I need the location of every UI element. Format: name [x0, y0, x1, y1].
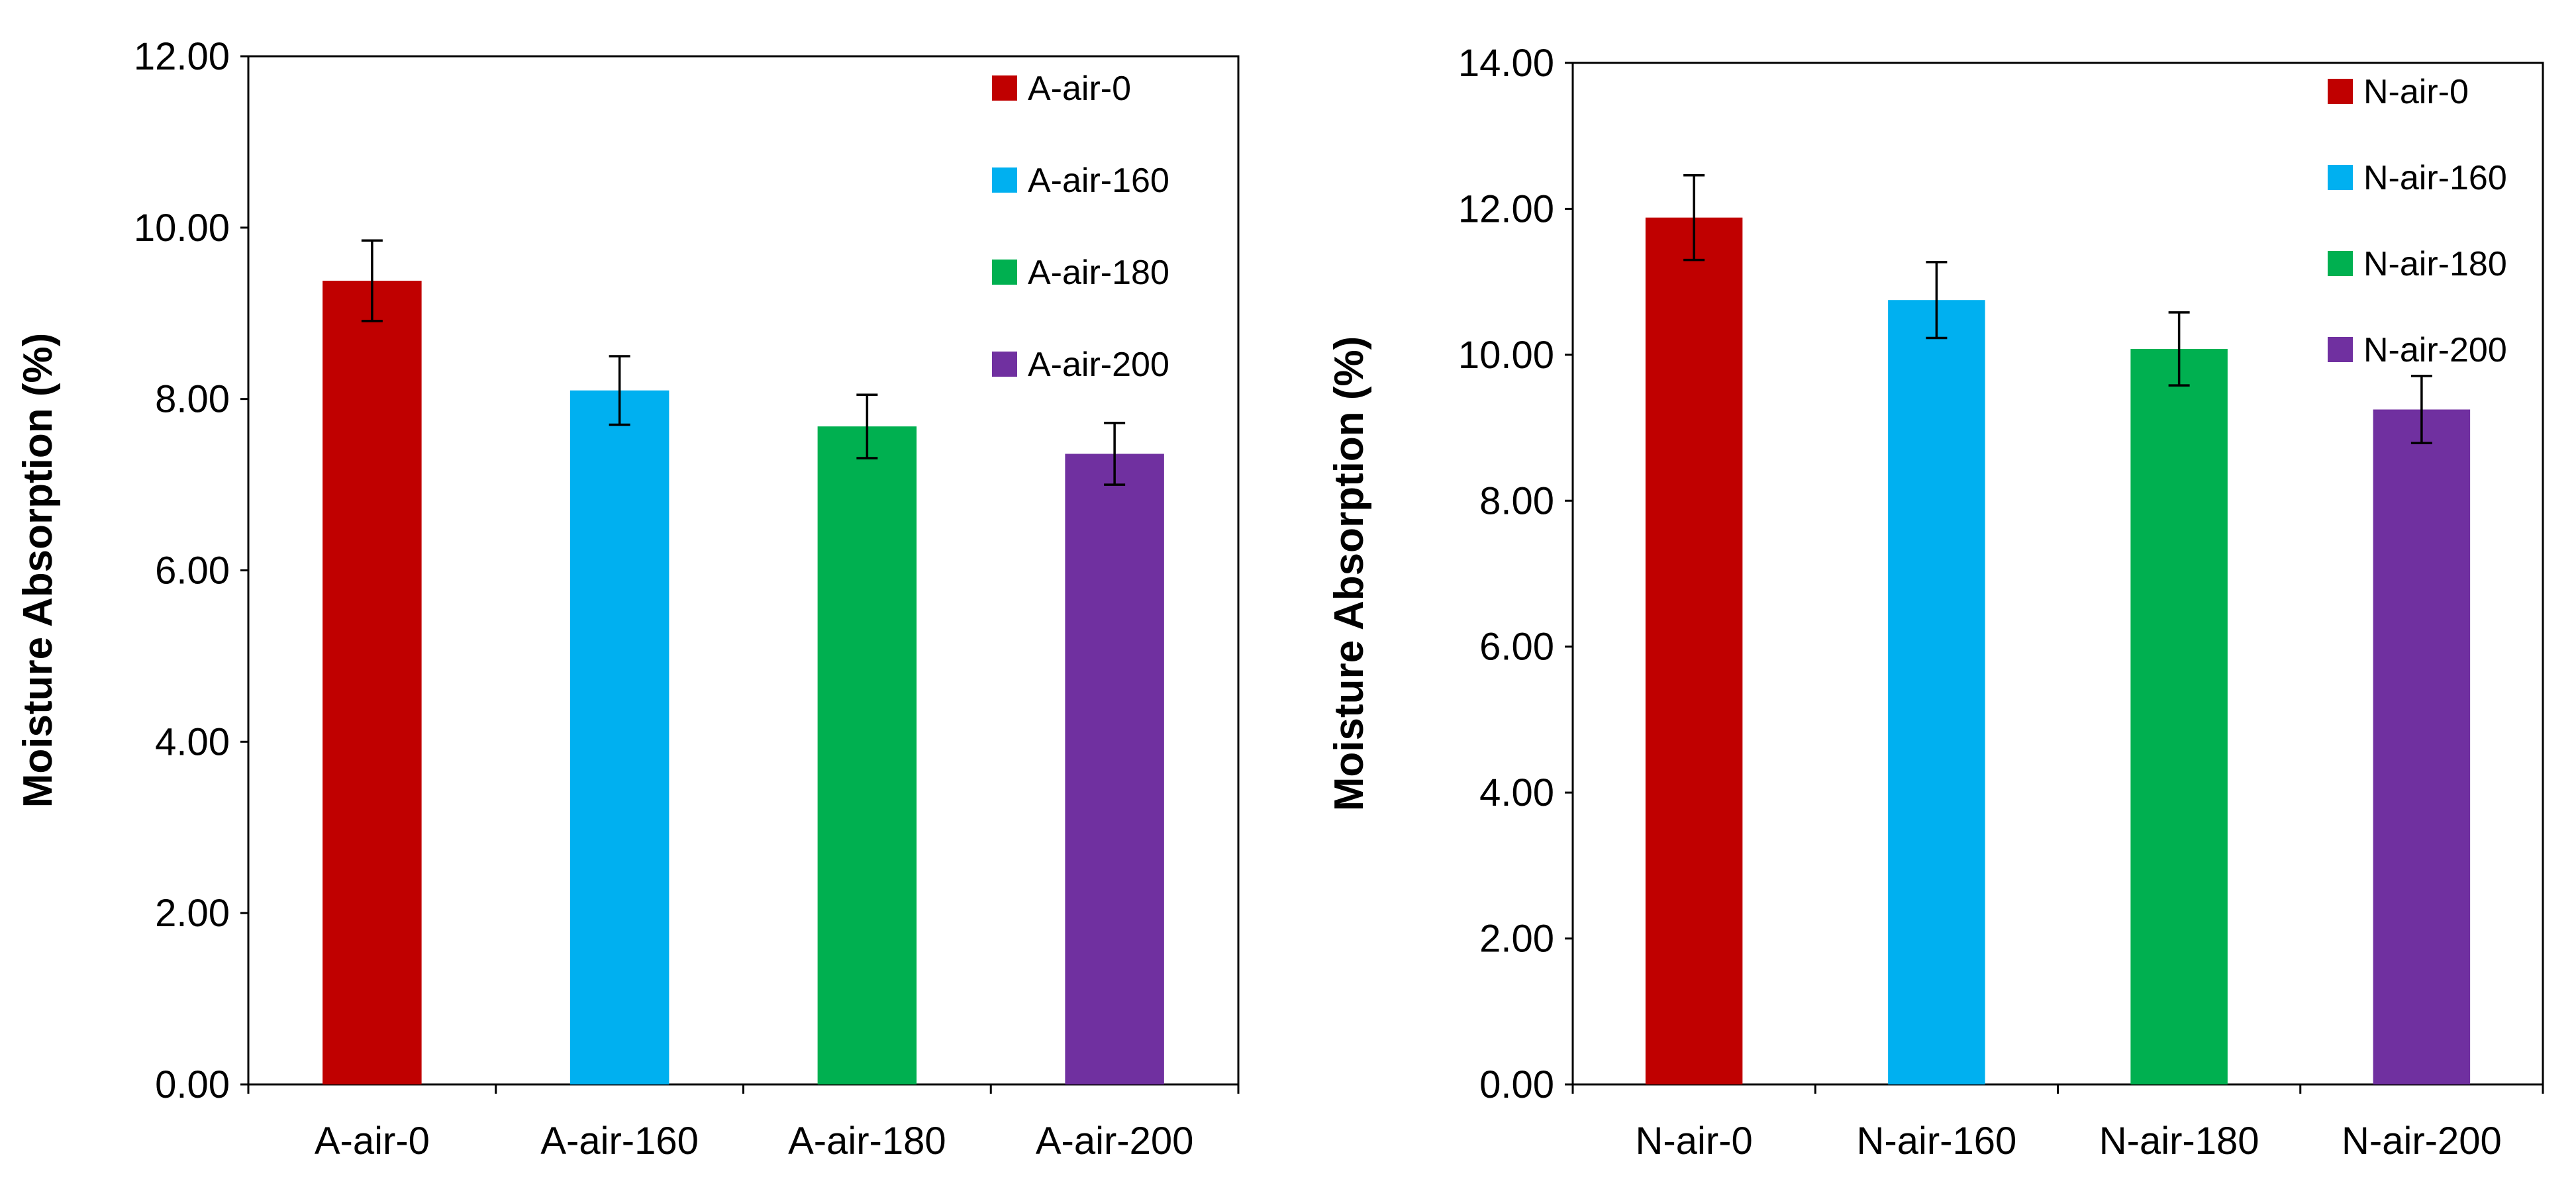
- bar-N-air-180: [2130, 349, 2228, 1084]
- x-tick-label: A-air-0: [315, 1120, 430, 1163]
- bar-A-air-160: [570, 390, 669, 1084]
- x-tick-label: A-air-200: [1036, 1120, 1194, 1163]
- bar-A-air-0: [322, 281, 422, 1084]
- y-tick-label: 6.00: [1479, 626, 1554, 669]
- x-tick-label: N-air-0: [1636, 1120, 1753, 1163]
- bar-N-air-0: [1645, 217, 1743, 1084]
- bar-A-air-200: [1065, 454, 1164, 1084]
- chart-left: 0.00 2.00 4.00 6.00 8.00 10.00 12.00 A-air-0 A-a…: [15, 35, 1240, 1163]
- legend-label: A-air-200: [1028, 346, 1169, 384]
- y-tick-label: 8.00: [1479, 479, 1554, 522]
- legend-label: A-air-160: [1028, 162, 1169, 200]
- legend-swatch: [2328, 337, 2353, 362]
- legend-swatch: [992, 167, 1017, 193]
- y-tick-label: 2.00: [155, 892, 230, 935]
- x-tick-label: A-air-180: [788, 1120, 946, 1163]
- legend-label: N-air-180: [2363, 245, 2507, 283]
- y-axis-title: Moisture Absorption (%): [1326, 336, 1372, 812]
- legend-swatch: [992, 260, 1017, 285]
- legend-label: N-air-200: [2363, 331, 2507, 369]
- y-tick-label: 10.00: [134, 207, 230, 250]
- y-tick-label: 0.00: [1479, 1063, 1554, 1106]
- y-tick-label: 6.00: [155, 550, 230, 593]
- bar-N-air-200: [2373, 409, 2471, 1084]
- y-tick-label: 2.00: [1479, 918, 1554, 961]
- y-tick-label: 4.00: [1479, 771, 1554, 814]
- y-tick-label: 4.00: [155, 720, 230, 763]
- legend-label: N-air-160: [2363, 159, 2507, 197]
- x-tick-label: N-air-160: [1857, 1120, 2017, 1163]
- x-tick-label: N-air-180: [2099, 1120, 2259, 1163]
- y-tick-label: 12.00: [134, 35, 230, 78]
- legend-swatch: [2328, 79, 2353, 104]
- legend-label: A-air-0: [1028, 70, 1131, 108]
- y-tick-label: 12.00: [1458, 187, 1554, 230]
- x-tick-label: A-air-160: [540, 1120, 699, 1163]
- legend-label: N-air-0: [2363, 73, 2469, 111]
- y-tick-label: 0.00: [155, 1063, 230, 1106]
- bar-N-air-160: [1888, 300, 1985, 1085]
- chart-right: 0.00 2.00 4.00 6.00 8.00 10.00 12.00 14.00 N-air…: [1326, 42, 2544, 1163]
- legend-swatch: [992, 75, 1017, 101]
- legend-label: A-air-180: [1028, 254, 1169, 292]
- legend-swatch: [2328, 251, 2353, 276]
- legend-swatch: [2328, 165, 2353, 190]
- y-tick-label: 8.00: [155, 378, 230, 421]
- y-axis-title: Moisture Absorption (%): [15, 333, 61, 808]
- y-tick-label: 10.00: [1458, 334, 1554, 377]
- legend-swatch: [992, 352, 1017, 377]
- bar-A-air-180: [817, 426, 917, 1084]
- x-tick-label: N-air-200: [2342, 1120, 2502, 1163]
- y-tick-label: 14.00: [1458, 42, 1554, 85]
